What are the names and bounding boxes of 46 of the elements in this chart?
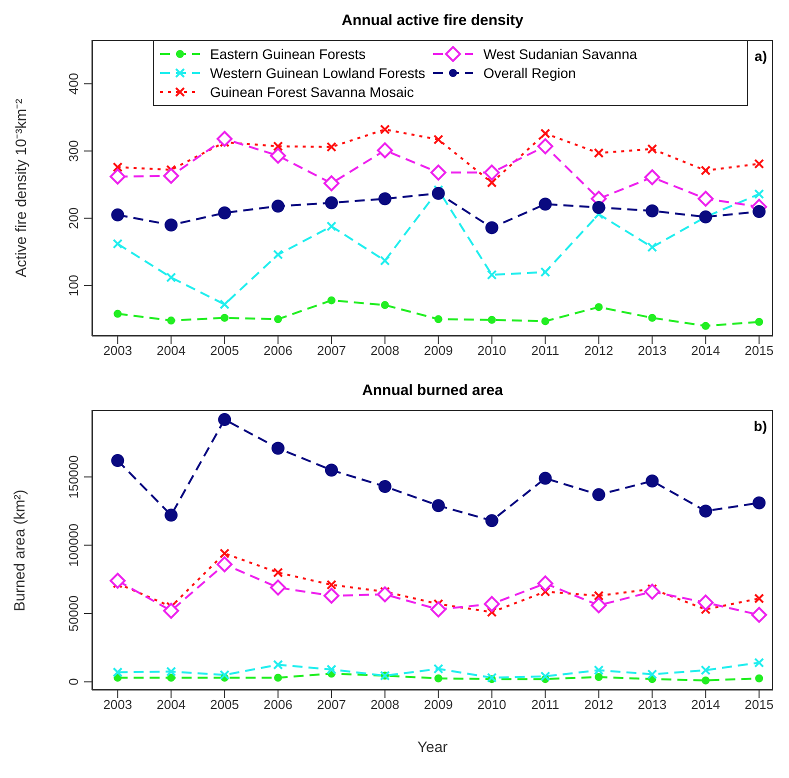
x-tick-label: 2015 — [744, 343, 774, 358]
y-tick-label: 150000 — [66, 455, 81, 499]
x-tick-label: 2007 — [317, 697, 346, 712]
legend-label: Western Guinean Lowland Forests — [210, 64, 426, 80]
x-tick-label: 2005 — [210, 343, 240, 358]
x-tick-label: 2011 — [531, 697, 560, 712]
x-tick-label: 2013 — [638, 343, 667, 358]
legend-label: West Sudanian Savanna — [483, 46, 638, 62]
x-tick-label: 2010 — [477, 343, 506, 358]
y-axis-title: Burned area (km²) — [12, 489, 28, 611]
y-tick-label: 50000 — [66, 595, 81, 632]
chart-title: Annual active fire density — [340, 12, 524, 29]
annotation: a) — [754, 48, 767, 64]
legend-label: Eastern Guinean Forests — [210, 46, 366, 62]
y-tick-label: 400 — [66, 72, 81, 95]
x-tick-label: 2012 — [584, 343, 614, 358]
y-tick-label: 300 — [66, 140, 81, 162]
x-tick-label: 2008 — [370, 343, 400, 358]
x-tick-label: 2014 — [691, 697, 720, 712]
x-axis-title: Year — [417, 739, 448, 756]
y-tick-label: 0 — [66, 678, 81, 686]
x-tick-label: 2009 — [424, 697, 453, 712]
x-tick-label: 2007 — [317, 343, 346, 358]
x-tick-label: 2011 — [531, 343, 560, 358]
x-tick-label: 2004 — [156, 697, 186, 712]
x-tick-label: 2014 — [691, 343, 720, 358]
legend-label: Overall Region — [483, 64, 576, 80]
x-tick-label: 2012 — [584, 697, 614, 712]
x-tick-label: 2004 — [156, 343, 186, 358]
x-tick-label: 2006 — [264, 697, 292, 712]
x-tick-label: 2008 — [370, 697, 400, 712]
y-axis-title: Active fire density 10⁻³km⁻² — [12, 98, 30, 278]
x-tick-label: 2010 — [477, 697, 506, 712]
x-tick-label: 2009 — [424, 343, 453, 358]
x-tick-label: 2005 — [210, 697, 240, 712]
chart-title: Annual burned area — [361, 382, 504, 399]
y-tick-label: 100 — [66, 274, 81, 296]
x-tick-label: 2013 — [638, 697, 667, 712]
legend-label: Guinean Forest Savanna Mosaic — [210, 84, 414, 100]
x-tick-label: 2003 — [103, 697, 132, 712]
x-tick-label: 2015 — [744, 697, 774, 712]
y-tick-label: 200 — [66, 207, 81, 230]
x-tick-label: 2006 — [264, 343, 292, 358]
y-tick-label: 100000 — [66, 524, 81, 567]
annotation: b) — [754, 418, 767, 434]
x-tick-label: 2003 — [103, 343, 132, 358]
